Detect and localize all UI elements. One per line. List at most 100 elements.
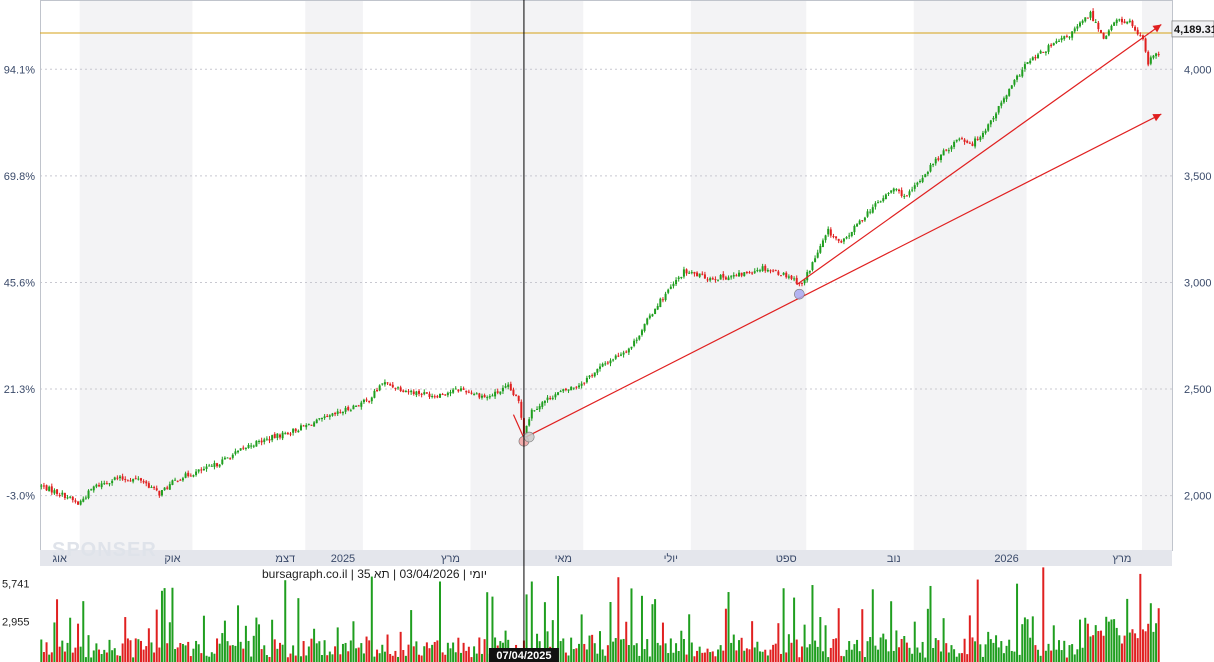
candle-body xyxy=(588,375,591,378)
candle-body xyxy=(1023,64,1026,69)
volume-bar xyxy=(105,652,108,662)
candle-body xyxy=(617,355,620,357)
candle-body xyxy=(307,423,310,425)
volume-bar xyxy=(698,646,701,662)
candle-body xyxy=(66,497,69,499)
volume-bar xyxy=(806,647,809,662)
volume-bar xyxy=(399,631,402,662)
volume-bar xyxy=(690,642,693,662)
candle-body xyxy=(79,500,82,505)
volume-bar xyxy=(323,640,326,662)
volume-bar xyxy=(1031,616,1034,662)
candle-body xyxy=(412,391,415,395)
candle-body xyxy=(892,188,895,192)
candle-body xyxy=(239,448,242,451)
volume-bar xyxy=(701,652,704,662)
candle-body xyxy=(229,458,232,460)
trend-lines[interactable] xyxy=(512,24,1162,439)
x-tick-label: מרץ xyxy=(1112,553,1131,565)
candle-body xyxy=(499,391,502,394)
candle-body xyxy=(132,479,135,482)
candlestick-series xyxy=(40,8,1160,506)
candle-body xyxy=(475,393,478,395)
candle-body xyxy=(643,323,646,331)
candle-body xyxy=(916,182,919,185)
candle-body xyxy=(260,440,263,443)
volume-bar xyxy=(808,644,811,662)
candle-body xyxy=(155,488,158,491)
candle-body xyxy=(845,237,848,239)
volume-bar xyxy=(905,642,908,662)
volume-bar xyxy=(583,643,586,662)
candle-body xyxy=(176,480,179,482)
volume-bar xyxy=(743,650,746,662)
volume-bar xyxy=(286,657,289,662)
candle-body xyxy=(698,273,701,277)
volume-bar xyxy=(441,652,444,662)
candle-body xyxy=(116,477,119,479)
candle-body xyxy=(995,113,998,119)
volume-bar xyxy=(1060,650,1063,662)
volume-bar xyxy=(992,642,995,662)
volume-bar xyxy=(1147,623,1150,662)
candle-body xyxy=(124,478,127,480)
candle-body xyxy=(265,438,268,440)
left-tick-label: 94.1% xyxy=(4,64,35,76)
candle-body xyxy=(827,228,830,235)
candle-body xyxy=(56,489,59,494)
candle-body xyxy=(355,405,358,407)
volume-bar xyxy=(433,641,436,662)
candle-body xyxy=(40,485,43,487)
volume-bar xyxy=(575,648,578,662)
candle-body xyxy=(968,142,971,144)
anchor-markers[interactable] xyxy=(518,288,805,447)
volume-bar xyxy=(1079,619,1081,662)
candle-body xyxy=(656,306,659,310)
volume-bar xyxy=(850,649,853,662)
candle-body xyxy=(139,478,142,481)
volume-bar xyxy=(223,620,226,662)
candle-body xyxy=(105,483,108,485)
candle-body xyxy=(512,389,515,395)
candle-body xyxy=(404,390,407,393)
volume-bar xyxy=(688,614,691,662)
candle-body xyxy=(989,120,992,125)
candle-body xyxy=(688,272,691,274)
volume-bar xyxy=(617,577,620,662)
candle-body xyxy=(659,298,662,308)
candle-body xyxy=(717,279,720,281)
volume-bar xyxy=(599,631,601,662)
volume-bar xyxy=(273,639,276,662)
candle-body xyxy=(376,389,379,391)
candle-body xyxy=(166,487,169,489)
volume-bar xyxy=(793,597,796,662)
volume-bar xyxy=(1000,641,1003,662)
candle-body xyxy=(357,405,360,407)
volume-bar xyxy=(504,630,507,662)
volume-bar xyxy=(119,655,121,662)
volume-bar xyxy=(769,649,772,662)
candle-body xyxy=(1010,85,1013,89)
candle-body xyxy=(528,419,531,426)
volume-bar xyxy=(1010,650,1013,662)
volume-bar xyxy=(1013,651,1016,662)
candle-body xyxy=(252,445,255,447)
candle-body xyxy=(174,479,177,481)
candle-body xyxy=(213,463,216,467)
candle-body xyxy=(226,457,229,459)
volume-bar xyxy=(320,655,323,662)
volume-bar xyxy=(1120,643,1123,662)
candle-body xyxy=(483,395,486,398)
volume-bar xyxy=(997,647,1000,662)
volume-bar xyxy=(627,645,630,662)
volume-bar xyxy=(1149,603,1152,662)
candle-body xyxy=(929,164,932,172)
volume-bar xyxy=(682,639,685,662)
candle-body xyxy=(179,479,182,481)
volume-bar xyxy=(197,644,200,662)
candle-body xyxy=(250,445,253,447)
candle-body xyxy=(774,270,777,272)
volume-bar xyxy=(428,648,431,662)
candle-body xyxy=(45,485,48,491)
